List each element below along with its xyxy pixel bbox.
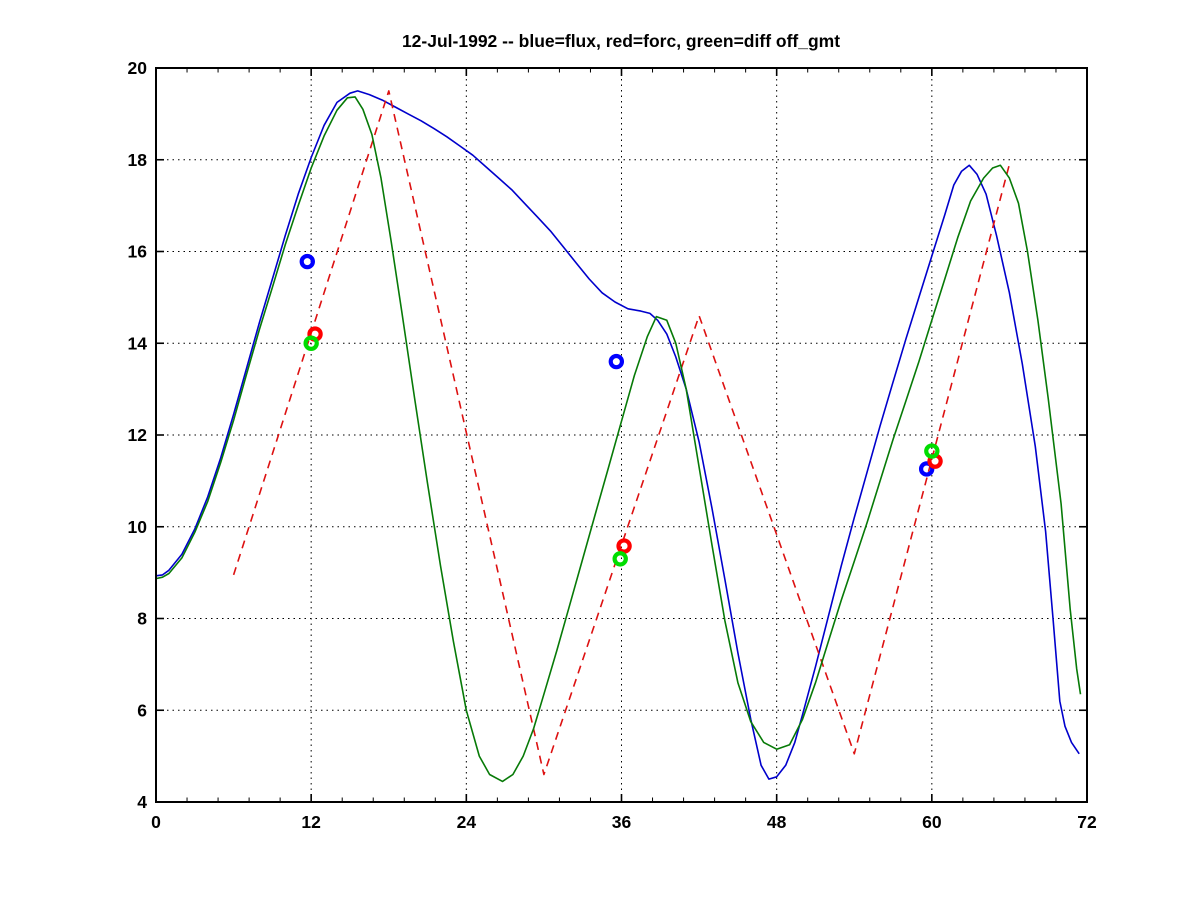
tick-label-x-60: 60	[922, 812, 942, 832]
axis-layer	[155, 67, 1088, 803]
tick-label-y-6: 6	[137, 700, 147, 720]
tick-label-y-10: 10	[128, 517, 148, 537]
series-diff	[155, 96, 1082, 783]
marker-flux-obs-1	[608, 353, 625, 370]
grid-layer	[156, 68, 1087, 802]
tick-label-x-48: 48	[767, 812, 787, 832]
tick-label-y-20: 20	[128, 58, 148, 78]
marker-diff-obs-0	[303, 335, 319, 351]
tick-label-x-12: 12	[301, 812, 321, 832]
tick-label-x-0: 0	[151, 812, 161, 832]
marker-diff-obs-1	[612, 551, 628, 567]
series-flux	[155, 90, 1080, 780]
tick-label-x-36: 36	[612, 812, 632, 832]
tick-label-y-16: 16	[128, 242, 148, 262]
chart-title: 12-Jul-1992 -- blue=flux, red=forc, gree…	[402, 31, 840, 51]
marker-flux-obs-2	[918, 461, 935, 477]
series-forc	[232, 90, 1011, 776]
marker-forc-obs-1	[616, 538, 632, 554]
tick-label-y-14: 14	[128, 333, 148, 353]
tick-label-x-72: 72	[1077, 812, 1097, 832]
tick-label-y-18: 18	[128, 150, 148, 170]
marker-layer	[299, 253, 943, 567]
tick-label-y-4: 4	[137, 792, 147, 812]
tick-label-x-24: 24	[457, 812, 477, 832]
series-layer	[155, 90, 1082, 783]
tick-label-layer: 0 12 24 36 48 60 72 4 6 8 10 12 14 16 18 20	[128, 58, 1097, 832]
marker-flux-obs-0	[299, 253, 315, 270]
tick-label-y-8: 8	[137, 609, 147, 629]
tick-label-y-12: 12	[128, 425, 148, 445]
marker-diff-obs-2	[924, 443, 940, 459]
